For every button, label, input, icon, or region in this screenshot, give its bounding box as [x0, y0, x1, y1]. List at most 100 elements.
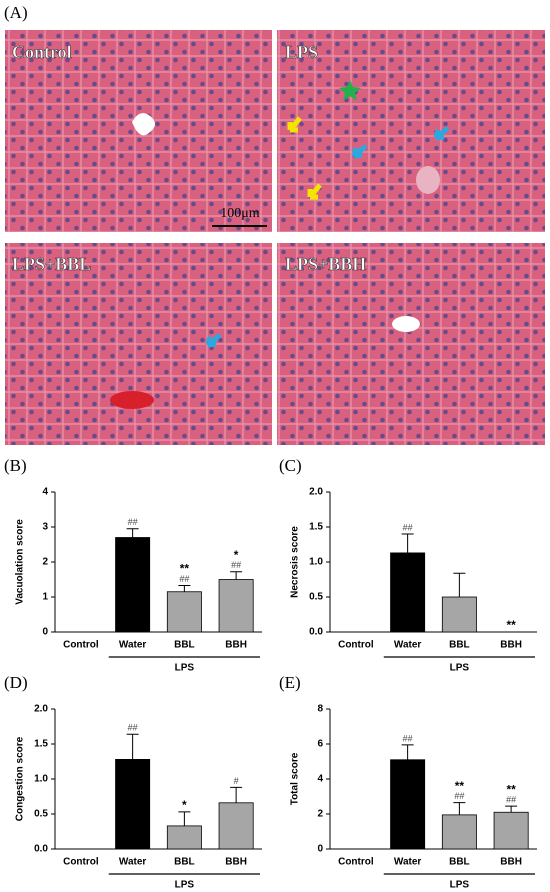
y-tick-label: 2.0 [34, 704, 48, 715]
y-axis-label: Congestion score [15, 736, 26, 821]
error-bar [505, 805, 518, 813]
error-bar [126, 528, 139, 538]
y-tick-label: 0.5 [309, 592, 323, 603]
x-tick-label: BBL [449, 857, 470, 868]
y-tick-label: 1 [42, 592, 48, 603]
error-bar [126, 733, 139, 760]
bar [441, 596, 477, 633]
panel-label: (E) [279, 673, 301, 692]
image-label: Control [12, 42, 72, 62]
significance-label: ## [403, 733, 413, 743]
significance-label: ** [180, 562, 190, 576]
x-tick-label: BBH [225, 640, 247, 651]
significance-label: ** [506, 618, 516, 632]
significance-label: ## [179, 574, 189, 584]
error-bar [401, 533, 414, 553]
error-bar [230, 786, 243, 803]
bar [115, 759, 151, 850]
significance-label: * [234, 548, 239, 562]
x-tick-label: Water [394, 857, 422, 868]
group-label: LPS [450, 880, 470, 891]
bar [115, 537, 151, 633]
histology-image: LPS+BBL [5, 243, 272, 445]
histology-image: 100μm Control [5, 30, 272, 232]
significance-label: # [234, 776, 239, 786]
y-tick-label: 2 [42, 557, 48, 568]
group-label: LPS [450, 663, 470, 674]
bar [166, 591, 202, 633]
x-tick-label: BBL [174, 640, 195, 651]
scale-bar-label: 100μm [220, 206, 260, 221]
y-tick-label: 0 [317, 844, 323, 855]
y-tick-label: 0 [42, 627, 48, 638]
x-tick-label: Water [394, 640, 422, 651]
image-label: LPS [285, 42, 318, 62]
y-tick-label: 4 [317, 774, 323, 785]
y-tick-label: 1.5 [34, 739, 48, 750]
bar [218, 579, 254, 633]
y-tick-label: 0.0 [309, 627, 323, 638]
y-tick-label: 1.5 [309, 522, 323, 533]
x-tick-label: Control [338, 640, 374, 651]
bar [166, 825, 202, 850]
chart: (B) Vacuolation score 0 1 2 3 4 Control Water ## B… [4, 456, 262, 674]
significance-label: ## [128, 517, 138, 527]
x-tick-label: Water [119, 857, 147, 868]
y-tick-label: 4 [42, 487, 48, 498]
error-bar [453, 572, 466, 597]
significance-label: ## [403, 522, 413, 532]
x-tick-label: Control [338, 857, 374, 868]
bar [218, 802, 254, 850]
histology-image: LPS [277, 30, 545, 232]
significance-label: * [182, 798, 187, 812]
y-axis-label: Total score [290, 752, 301, 805]
y-tick-label: 0.0 [34, 844, 48, 855]
x-tick-label: Control [63, 857, 99, 868]
panel-label: (B) [4, 456, 27, 475]
y-tick-label: 1.0 [34, 774, 48, 785]
significance-label: ## [231, 560, 241, 570]
x-tick-label: BBL [449, 640, 470, 651]
y-tick-label: 8 [317, 704, 323, 715]
significance-label: ** [455, 779, 465, 793]
bar [390, 552, 426, 633]
histology-image: LPS+BBH [277, 243, 545, 445]
x-tick-label: Water [119, 640, 147, 651]
y-tick-label: 1.0 [309, 557, 323, 568]
error-bar [230, 571, 243, 580]
y-tick-label: 0.5 [34, 809, 48, 820]
y-axis-label: Vacuolation score [15, 519, 26, 605]
bar [493, 811, 529, 850]
error-bar [401, 744, 414, 760]
y-tick-label: 2 [317, 809, 323, 820]
y-axis-label: Necrosis score [290, 526, 301, 598]
error-bar [453, 802, 466, 815]
bar [441, 814, 477, 850]
y-tick-label: 3 [42, 522, 48, 533]
error-bar [178, 584, 191, 592]
group-label: LPS [175, 663, 195, 674]
significance-label: ## [506, 795, 516, 805]
error-bar [178, 811, 191, 826]
image-label: LPS+BBH [285, 254, 366, 274]
y-tick-label: 6 [317, 739, 323, 750]
significance-label: ## [128, 723, 138, 733]
group-label: LPS [175, 880, 195, 891]
panel-label: (D) [4, 673, 28, 692]
chart: (D) Congestion score 0.0 0.5 1.0 1.5 2.0 Contro… [4, 673, 262, 891]
panel-label: (C) [279, 456, 302, 475]
panel-label: (A) [4, 3, 28, 22]
image-label: LPS+BBL [12, 254, 91, 274]
x-tick-label: BBL [174, 857, 195, 868]
x-tick-label: BBH [225, 857, 247, 868]
y-tick-label: 2.0 [309, 487, 323, 498]
chart: (C) Necrosis score 0.0 0.5 1.0 1.5 2.0 Control W… [279, 456, 537, 674]
significance-label: ** [506, 782, 516, 796]
x-tick-label: BBH [500, 640, 522, 651]
significance-label: ## [454, 791, 464, 801]
x-tick-label: Control [63, 640, 99, 651]
x-tick-label: BBH [500, 857, 522, 868]
bar [390, 759, 426, 850]
